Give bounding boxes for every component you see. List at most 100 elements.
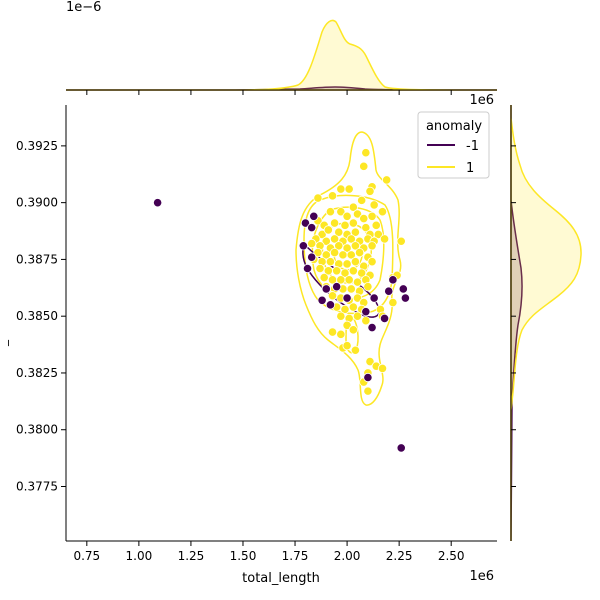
x-tick-label: 0.75 bbox=[73, 549, 100, 563]
data-point-anomaly-neg1 bbox=[379, 313, 390, 324]
data-point-anomaly-1 bbox=[367, 211, 377, 221]
data-point-anomaly-1 bbox=[365, 186, 375, 196]
top-marginal-kde: 1e−6 bbox=[66, 0, 498, 91]
data-point-anomaly-1 bbox=[342, 259, 352, 269]
top-kde-anomaly-1-fill bbox=[66, 19, 498, 91]
data-point-anomaly-1 bbox=[329, 218, 340, 228]
data-point-anomaly-1 bbox=[342, 211, 352, 221]
data-point-anomaly-neg1 bbox=[363, 372, 373, 383]
x-tick-label: 2.50 bbox=[438, 549, 465, 563]
data-point-anomaly-1 bbox=[342, 243, 352, 253]
data-point-anomaly-1 bbox=[325, 207, 336, 217]
data-point-anomaly-neg1 bbox=[396, 443, 406, 453]
data-point-anomaly-neg1 bbox=[342, 293, 352, 303]
data-point-anomaly-neg1 bbox=[309, 211, 319, 221]
data-point-anomaly-1 bbox=[327, 291, 338, 301]
data-point-anomaly-1 bbox=[342, 320, 352, 330]
data-point-anomaly-1 bbox=[357, 195, 367, 205]
data-point-anomaly-1 bbox=[342, 341, 352, 351]
data-point-anomaly-neg1 bbox=[332, 282, 342, 292]
data-point-anomaly-neg1 bbox=[369, 293, 379, 303]
data-point-anomaly-1 bbox=[315, 263, 325, 274]
data-point-anomaly-1 bbox=[350, 257, 361, 267]
data-point-anomaly-1 bbox=[367, 257, 377, 267]
data-point-anomaly-neg1 bbox=[367, 322, 377, 333]
data-point-anomaly-1 bbox=[363, 282, 373, 292]
right-marginal-ticks bbox=[511, 145, 516, 487]
data-point-anomaly-neg1 bbox=[317, 295, 327, 305]
data-point-anomaly-1 bbox=[361, 223, 371, 233]
x-tick-label: 2.25 bbox=[386, 549, 413, 563]
data-point-anomaly-1 bbox=[367, 241, 377, 251]
data-point-anomaly-neg1 bbox=[302, 263, 313, 274]
x-axis-offset-text: 1e6 bbox=[469, 569, 494, 584]
y-axis-label: _ bbox=[0, 339, 9, 347]
data-point-anomaly-neg1 bbox=[384, 286, 394, 296]
data-point-anomaly-1 bbox=[334, 241, 344, 251]
data-point-anomaly-1 bbox=[357, 268, 367, 278]
data-point-anomaly-1 bbox=[350, 227, 361, 237]
data-point-anomaly-neg1 bbox=[361, 307, 371, 317]
data-point-anomaly-1 bbox=[323, 225, 333, 235]
data-point-anomaly-1 bbox=[329, 248, 340, 258]
y-tick-label: 0.3875 bbox=[16, 252, 58, 266]
top-marginal-offset-text: 1e−6 bbox=[66, 0, 101, 15]
data-point-anomaly-1 bbox=[377, 363, 388, 374]
data-point-anomaly-neg1 bbox=[307, 252, 317, 262]
data-point-anomaly-1 bbox=[317, 229, 327, 240]
data-point-anomaly-1 bbox=[313, 248, 323, 258]
data-point-anomaly-1 bbox=[346, 284, 356, 294]
data-point-anomaly-neg1 bbox=[325, 300, 336, 310]
legend-label-1: 1 bbox=[466, 161, 474, 176]
x-tick-label: 1.75 bbox=[282, 549, 309, 563]
data-point-anomaly-1 bbox=[352, 209, 363, 219]
data-point-anomaly-neg1 bbox=[398, 284, 408, 294]
y-tick-label: 0.3825 bbox=[16, 366, 58, 380]
data-point-anomaly-1 bbox=[388, 297, 398, 308]
scatter-series-anomaly-1 bbox=[307, 148, 406, 396]
y-axis-ticks: 0.3775 0.3800 0.3825 0.3850 0.3875 0.3900 0.39… bbox=[16, 139, 66, 494]
right-kde-anomaly-1-fill bbox=[510, 105, 582, 541]
data-point-anomaly-1 bbox=[379, 234, 390, 244]
data-point-anomaly-1 bbox=[361, 148, 371, 158]
data-point-anomaly-1 bbox=[354, 248, 365, 258]
data-point-anomaly-1 bbox=[348, 202, 358, 212]
data-point-anomaly-neg1 bbox=[153, 198, 163, 208]
x-tick-label: 2.00 bbox=[334, 549, 361, 563]
data-point-anomaly-neg1 bbox=[388, 275, 398, 285]
data-point-anomaly-1 bbox=[319, 272, 329, 283]
data-point-anomaly-1 bbox=[348, 302, 358, 312]
data-point-anomaly-1 bbox=[346, 234, 356, 244]
data-point-anomaly-1 bbox=[352, 311, 363, 321]
top-marginal-ticks bbox=[86, 90, 452, 95]
x-tick-label: 1.25 bbox=[178, 549, 205, 563]
data-point-anomaly-1 bbox=[336, 207, 346, 217]
y-axis-offset-text: 1e6 bbox=[469, 93, 494, 108]
data-point-anomaly-1 bbox=[313, 193, 323, 203]
contour-outer-1 bbox=[295, 131, 402, 406]
data-point-anomaly-1 bbox=[359, 161, 369, 171]
data-point-anomaly-1 bbox=[344, 275, 354, 285]
data-point-anomaly-1 bbox=[336, 329, 346, 339]
y-tick-label: 0.3925 bbox=[16, 139, 58, 153]
data-point-anomaly-1 bbox=[336, 184, 346, 194]
data-point-anomaly-neg1 bbox=[307, 223, 317, 233]
data-point-anomaly-1 bbox=[329, 234, 340, 244]
legend-label-neg1: -1 bbox=[466, 139, 479, 154]
data-point-anomaly-1 bbox=[361, 316, 371, 326]
data-point-anomaly-1 bbox=[365, 357, 375, 367]
legend: anomaly -1 1 bbox=[417, 111, 490, 179]
data-point-anomaly-1 bbox=[348, 218, 358, 228]
x-tick-label: 1.50 bbox=[230, 549, 257, 563]
data-point-anomaly-1 bbox=[321, 236, 331, 246]
data-point-anomaly-1 bbox=[340, 220, 350, 230]
data-point-anomaly-1 bbox=[340, 304, 350, 314]
data-point-anomaly-1 bbox=[325, 257, 336, 267]
data-point-anomaly-1 bbox=[327, 191, 338, 201]
data-point-anomaly-1 bbox=[396, 236, 406, 246]
data-point-anomaly-neg1 bbox=[321, 284, 331, 294]
y-tick-label: 0.3800 bbox=[16, 423, 58, 437]
data-point-anomaly-neg1 bbox=[298, 241, 308, 251]
data-point-anomaly-1 bbox=[327, 327, 338, 337]
